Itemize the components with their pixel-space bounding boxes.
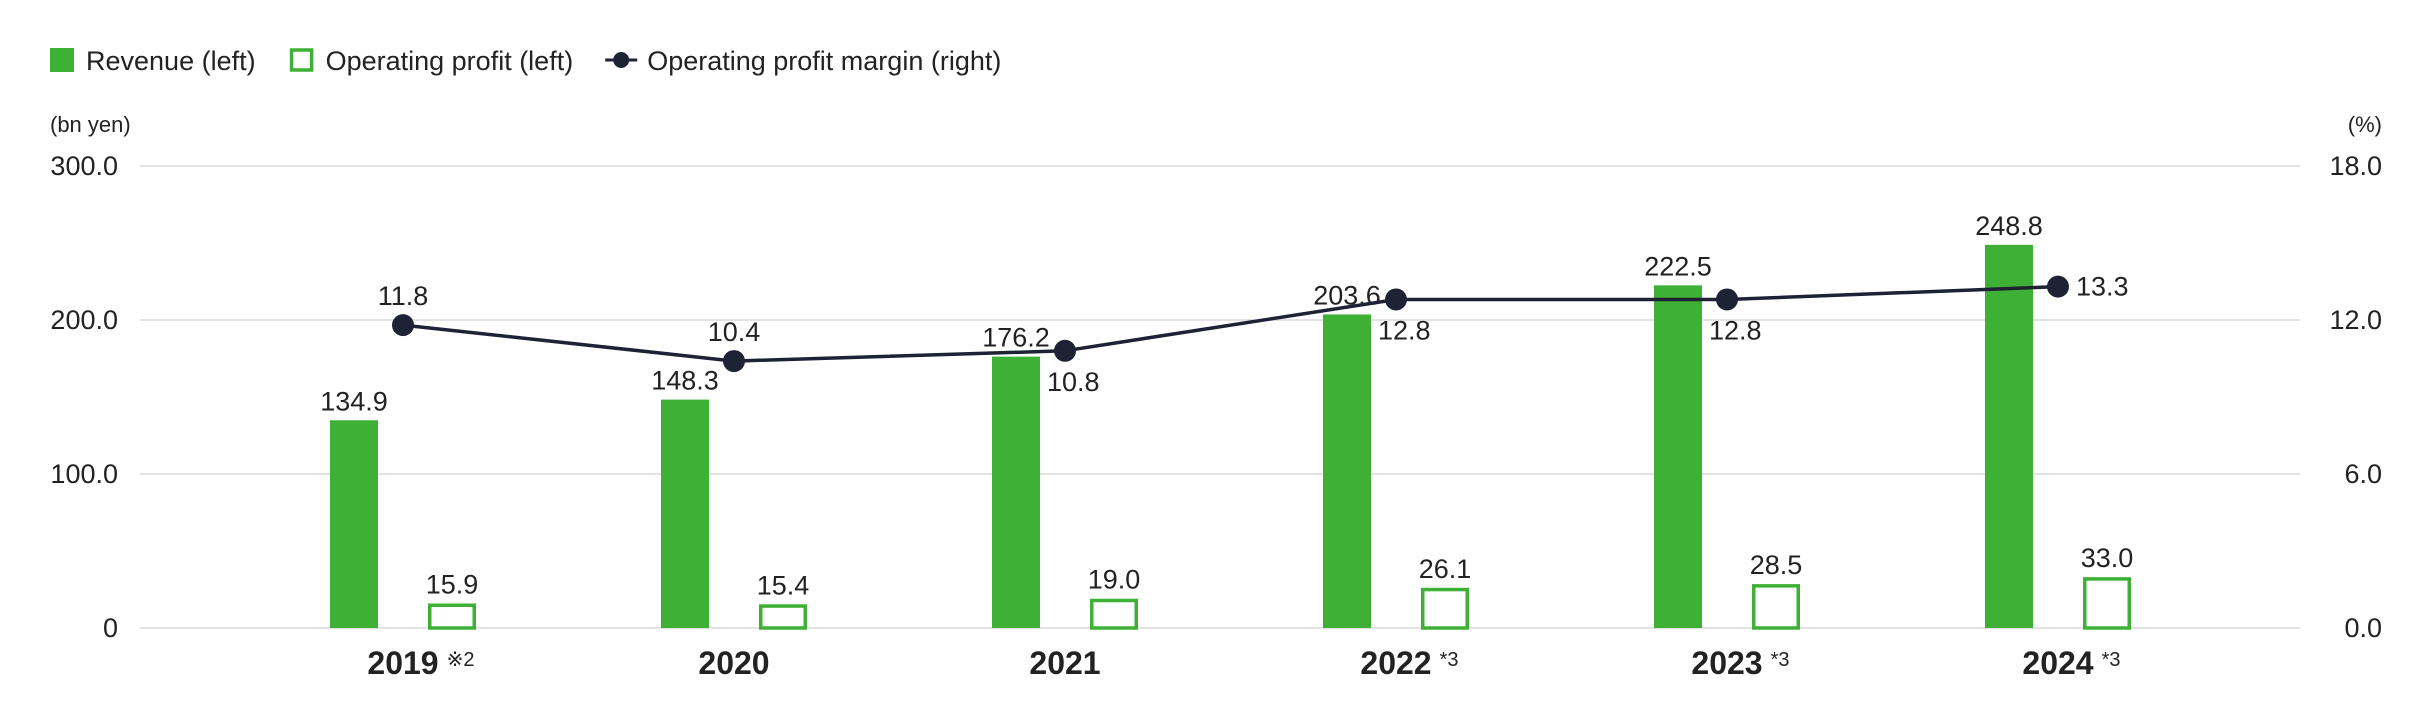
operating-profit-bar xyxy=(1421,587,1469,630)
operating-profit-value-label: 33.0 xyxy=(2081,543,2134,573)
legend: Revenue (left) Operating profit (left) Ope… xyxy=(50,46,1001,76)
legend-label: Operating profit (left) xyxy=(326,46,574,76)
category-label: 2022 xyxy=(1360,645,1431,681)
margin-line-series: 11.8 10.4 10.8 12.8 12.8 13.3 xyxy=(378,272,2129,397)
revenue-value-label: 176.2 xyxy=(982,323,1050,353)
margin-value-label: 12.8 xyxy=(1378,315,1431,345)
margin-point xyxy=(723,350,745,373)
legend-label: Operating profit margin (right) xyxy=(647,46,1001,76)
category-label: 2024 xyxy=(2022,645,2093,681)
bar-series: 134.915.9148.315.4176.219.0203.626.1222.… xyxy=(320,211,2134,630)
category-footnote-mark: *3 xyxy=(1771,649,1790,671)
operating-profit-bar xyxy=(759,604,807,630)
gridlines xyxy=(140,165,2300,629)
margin-point xyxy=(1385,288,1407,311)
category-axis: 2019 ※2 2020 2021 2022 *3 2023 *3 2024 *3 xyxy=(367,645,2120,681)
operating-profit-value-label: 19.0 xyxy=(1088,565,1141,595)
legend-item-1: Operating profit (left) xyxy=(289,46,574,76)
category-label: 2020 xyxy=(698,645,769,681)
margin-value-label: 10.4 xyxy=(708,317,761,347)
right-axis-unit: (%) xyxy=(2348,112,2382,137)
revenue-value-label: 248.8 xyxy=(1975,211,2043,241)
revenue-bar xyxy=(992,356,1040,628)
revenue-value-label: 134.9 xyxy=(320,386,388,416)
revenue-value-label: 148.3 xyxy=(651,366,719,396)
margin-point xyxy=(2047,275,2069,298)
operating-profit-value-label: 26.1 xyxy=(1419,554,1472,584)
revenue-bar xyxy=(661,399,709,628)
left-tick-label: 200.0 xyxy=(50,305,118,335)
legend-swatch-operating-profit xyxy=(289,48,314,72)
revenue-bar xyxy=(330,420,378,628)
right-tick-label: 12.0 xyxy=(2329,305,2382,335)
margin-value-label: 10.8 xyxy=(1047,367,1100,397)
operating-profit-bar xyxy=(1752,584,1800,630)
legend-swatch-dot xyxy=(613,52,630,68)
operating-profit-bar xyxy=(1090,598,1138,630)
margin-value-label: 11.8 xyxy=(378,281,429,311)
category-footnote-mark: ※2 xyxy=(447,649,475,671)
margin-value-label: 12.8 xyxy=(1709,315,1762,345)
margin-line xyxy=(402,284,2059,363)
margin-point xyxy=(1054,339,1076,362)
legend-swatch-revenue xyxy=(50,48,74,72)
category-label: 2021 xyxy=(1029,645,1100,681)
operating-profit-bar xyxy=(428,603,476,630)
category-footnote-mark: *3 xyxy=(2102,649,2121,671)
revenue-value-label: 222.5 xyxy=(1644,251,1712,281)
right-tick-label: 18.0 xyxy=(2329,151,2382,181)
legend-label: Revenue (left) xyxy=(86,46,256,76)
operating-profit-value-label: 15.9 xyxy=(426,570,479,600)
left-tick-label: 0 xyxy=(103,613,118,643)
left-tick-label: 100.0 xyxy=(50,459,118,489)
right-axis-ticks: 0.0 6.0 12.0 18.0 xyxy=(2329,151,2382,643)
revenue-bar xyxy=(1985,244,2033,628)
legend-item-0: Revenue (left) xyxy=(50,46,256,76)
category-footnote-mark: *3 xyxy=(1440,649,1459,671)
margin-value-label: 13.3 xyxy=(2076,272,2129,302)
revenue-bar xyxy=(1654,285,1702,628)
operating-profit-value-label: 15.4 xyxy=(757,570,810,600)
operating-profit-bar xyxy=(2083,577,2131,630)
left-axis-unit: (bn yen) xyxy=(50,112,131,137)
right-tick-label: 6.0 xyxy=(2344,459,2382,489)
operating-profit-value-label: 28.5 xyxy=(1750,550,1803,580)
category-label: 2023 xyxy=(1691,645,1762,681)
legend-item-2: Operating profit margin (right) xyxy=(605,46,1001,76)
revenue-bar xyxy=(1323,314,1371,628)
margin-point xyxy=(1716,288,1738,311)
category-label: 2019 xyxy=(367,645,438,681)
right-tick-label: 0.0 xyxy=(2344,613,2382,643)
margin-point xyxy=(392,314,414,337)
left-tick-label: 300.0 xyxy=(50,151,118,181)
left-axis-ticks: 0 100.0 200.0 300.0 xyxy=(50,151,118,643)
